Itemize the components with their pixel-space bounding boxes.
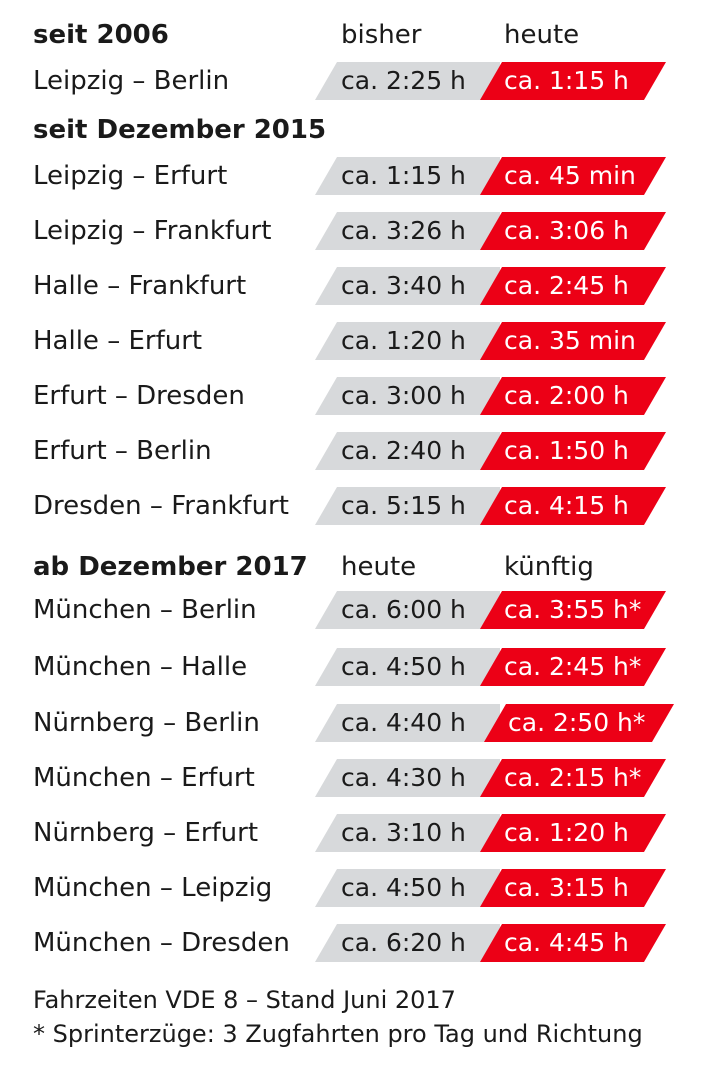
new-time: ca. 3:06 h — [480, 212, 666, 250]
old-time: ca. 3:10 h — [315, 814, 500, 852]
footer-source: Fahrzeiten VDE 8 – Stand Juni 2017 — [33, 986, 456, 1014]
route-label: Erfurt – Berlin — [33, 436, 212, 466]
old-time: ca. 6:00 h — [315, 591, 500, 629]
column-header-old: bisher — [341, 20, 422, 50]
table-row: München – Leipzig ca. 4:50 h ca. 3:15 h — [0, 869, 710, 909]
table-row: München – Erfurt ca. 4:30 h ca. 2:15 h* — [0, 759, 710, 799]
route-label: Leipzig – Frankfurt — [33, 216, 272, 246]
new-time: ca. 1:20 h — [480, 814, 666, 852]
route-label: München – Erfurt — [33, 763, 255, 793]
table-row: München – Dresden ca. 6:20 h ca. 4:45 h — [0, 924, 710, 964]
route-label: Nürnberg – Erfurt — [33, 818, 259, 848]
table-row: Leipzig – Frankfurt ca. 3:26 h ca. 3:06 … — [0, 212, 710, 252]
table-row: Dresden – Frankfurt ca. 5:15 h ca. 4:15 … — [0, 487, 710, 527]
table-row: Erfurt – Dresden ca. 3:00 h ca. 2:00 h — [0, 377, 710, 417]
table-row: Halle – Frankfurt ca. 3:40 h ca. 2:45 h — [0, 267, 710, 307]
old-time: ca. 3:00 h — [315, 377, 500, 415]
old-time: ca. 2:40 h — [315, 432, 500, 470]
old-time: ca. 5:15 h — [315, 487, 500, 525]
new-time: ca. 45 min — [480, 157, 666, 195]
old-time: ca. 2:25 h — [315, 62, 500, 100]
old-time: ca. 4:50 h — [315, 648, 500, 686]
old-time: ca. 3:26 h — [315, 212, 500, 250]
old-time: ca. 6:20 h — [315, 924, 500, 962]
table-row: Leipzig – Erfurt ca. 1:15 h ca. 45 min — [0, 157, 710, 197]
table-row: Leipzig – Berlin ca. 2:25 h ca. 1:15 h — [0, 62, 710, 102]
new-time: ca. 3:55 h* — [480, 591, 666, 629]
route-label: München – Dresden — [33, 928, 290, 958]
route-label: München – Berlin — [33, 595, 257, 625]
old-time: ca. 4:50 h — [315, 869, 500, 907]
new-time: ca. 1:15 h — [480, 62, 666, 100]
route-label: München – Halle — [33, 652, 248, 682]
route-label: Leipzig – Berlin — [33, 66, 230, 96]
route-label: Halle – Frankfurt — [33, 271, 247, 301]
footer-note: * Sprinterzüge: 3 Zugfahrten pro Tag und… — [33, 1020, 643, 1048]
route-label: Dresden – Frankfurt — [33, 491, 289, 521]
new-time: ca. 2:45 h — [480, 267, 666, 305]
table-row: München – Halle ca. 4:50 h ca. 2:45 h* — [0, 648, 710, 688]
section-title-2015: seit Dezember 2015 — [33, 115, 327, 145]
new-time: ca. 2:50 h* — [484, 704, 674, 742]
section-title-2017: ab Dezember 2017 — [33, 552, 308, 582]
old-time: ca. 3:40 h — [315, 267, 500, 305]
new-time: ca. 2:00 h — [480, 377, 666, 415]
route-label: Nürnberg – Berlin — [33, 708, 260, 738]
route-label: Halle – Erfurt — [33, 326, 203, 356]
route-label: Leipzig – Erfurt — [33, 161, 228, 191]
table-row: Nürnberg – Berlin ca. 4:40 h ca. 2:50 h* — [0, 704, 710, 744]
new-time: ca. 3:15 h — [480, 869, 666, 907]
new-time: ca. 1:50 h — [480, 432, 666, 470]
table-row: Halle – Erfurt ca. 1:20 h ca. 35 min — [0, 322, 710, 362]
new-time: ca. 4:15 h — [480, 487, 666, 525]
column-header-new: künftig — [504, 552, 594, 582]
table-row: Erfurt – Berlin ca. 2:40 h ca. 1:50 h — [0, 432, 710, 472]
old-time: ca. 1:15 h — [315, 157, 500, 195]
column-header-new: heute — [504, 20, 580, 50]
column-header-old: heute — [341, 552, 417, 582]
new-time: ca. 35 min — [480, 322, 666, 360]
old-time: ca. 4:30 h — [315, 759, 500, 797]
new-time: ca. 4:45 h — [480, 924, 666, 962]
route-label: München – Leipzig — [33, 873, 273, 903]
old-time: ca. 4:40 h — [315, 704, 500, 742]
route-label: Erfurt – Dresden — [33, 381, 245, 411]
section-title-2006: seit 2006 — [33, 20, 169, 50]
table-row: München – Berlin ca. 6:00 h ca. 3:55 h* — [0, 591, 710, 631]
new-time: ca. 2:45 h* — [480, 648, 666, 686]
old-time: ca. 1:20 h — [315, 322, 500, 360]
new-time: ca. 2:15 h* — [480, 759, 666, 797]
table-row: Nürnberg – Erfurt ca. 3:10 h ca. 1:20 h — [0, 814, 710, 854]
